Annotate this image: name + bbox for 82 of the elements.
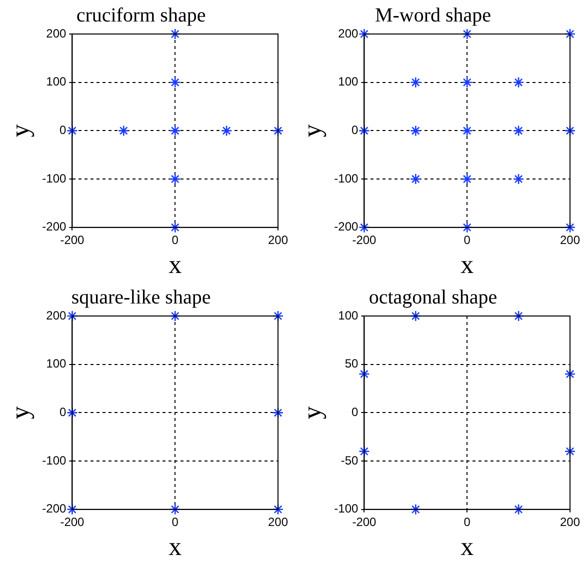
- point: [169, 173, 181, 185]
- point: [564, 222, 576, 234]
- point: [410, 76, 422, 88]
- point: [358, 446, 370, 458]
- point: [512, 173, 524, 185]
- point: [461, 173, 473, 185]
- y-tick-label: 200: [46, 26, 67, 40]
- y-tick-label: -200: [334, 220, 359, 234]
- chart-title: octagonal shape: [368, 286, 498, 308]
- point: [66, 407, 78, 418]
- point: [169, 222, 181, 234]
- point: [564, 368, 576, 380]
- point: [272, 504, 284, 516]
- y-tick-label: -100: [334, 502, 359, 516]
- point: [410, 125, 422, 136]
- y-tick-label: 0: [352, 123, 359, 138]
- point: [118, 125, 130, 136]
- point: [461, 222, 473, 234]
- x-axis-title: x: [168, 250, 182, 280]
- y-tick-label: 100: [338, 308, 359, 322]
- point: [169, 76, 181, 88]
- y-tick-label: -100: [334, 171, 359, 186]
- y-tick-label: 100: [46, 74, 67, 89]
- point: [512, 76, 524, 88]
- point: [66, 504, 78, 516]
- y-tick-label: 0: [60, 123, 67, 138]
- x-tick-label: 0: [172, 514, 179, 529]
- x-tick-label: 200: [560, 514, 580, 529]
- y-tick-label: -100: [42, 453, 67, 468]
- chart-title: cruciform shape: [76, 4, 206, 26]
- y-tick-label: 200: [338, 26, 359, 40]
- point: [512, 125, 524, 136]
- x-tick-label: 0: [464, 514, 471, 529]
- x-tick-label: 0: [464, 232, 471, 247]
- chart-title: square-like shape: [71, 286, 211, 308]
- y-axis-title: y: [297, 406, 326, 420]
- point: [461, 76, 473, 88]
- x-tick-label: 0: [172, 232, 179, 247]
- y-tick-label: 50: [344, 356, 359, 371]
- x-tick-label: 200: [268, 514, 288, 529]
- y-axis-title: y: [5, 124, 34, 138]
- y-axis-title: y: [297, 124, 326, 138]
- point: [358, 368, 370, 380]
- point: [220, 125, 232, 136]
- y-tick-label: -100: [42, 171, 67, 186]
- point: [169, 28, 181, 40]
- y-tick-label: -200: [42, 502, 67, 516]
- point: [169, 504, 181, 516]
- y-tick-label: -50: [340, 453, 359, 468]
- y-tick-label: 0: [60, 405, 67, 420]
- y-tick-label: -200: [42, 220, 67, 234]
- x-tick-label: 200: [560, 232, 580, 247]
- y-tick-label: 100: [46, 356, 67, 371]
- y-axis-title: y: [5, 406, 34, 420]
- x-tick-label: 200: [268, 232, 288, 247]
- y-tick-label: 200: [46, 308, 67, 322]
- point: [169, 310, 181, 322]
- point: [410, 310, 422, 322]
- point: [358, 28, 370, 40]
- chart-title: M-word shape: [374, 4, 492, 26]
- point: [358, 222, 370, 234]
- point: [66, 125, 78, 136]
- point: [410, 504, 422, 516]
- point: [410, 173, 422, 185]
- y-tick-label: 100: [338, 74, 359, 89]
- y-tick-label: 0: [352, 405, 359, 420]
- x-axis-title: x: [460, 532, 474, 562]
- point: [461, 28, 473, 40]
- point: [272, 407, 284, 418]
- x-axis-title: x: [460, 250, 474, 280]
- point: [512, 504, 524, 516]
- x-axis-title: x: [168, 532, 182, 562]
- point: [272, 310, 284, 322]
- point: [564, 125, 576, 136]
- point: [272, 125, 284, 136]
- point: [461, 125, 473, 136]
- point: [512, 310, 524, 322]
- point: [358, 125, 370, 136]
- point: [169, 125, 181, 136]
- point: [564, 28, 576, 40]
- point: [564, 446, 576, 458]
- point: [66, 310, 78, 322]
